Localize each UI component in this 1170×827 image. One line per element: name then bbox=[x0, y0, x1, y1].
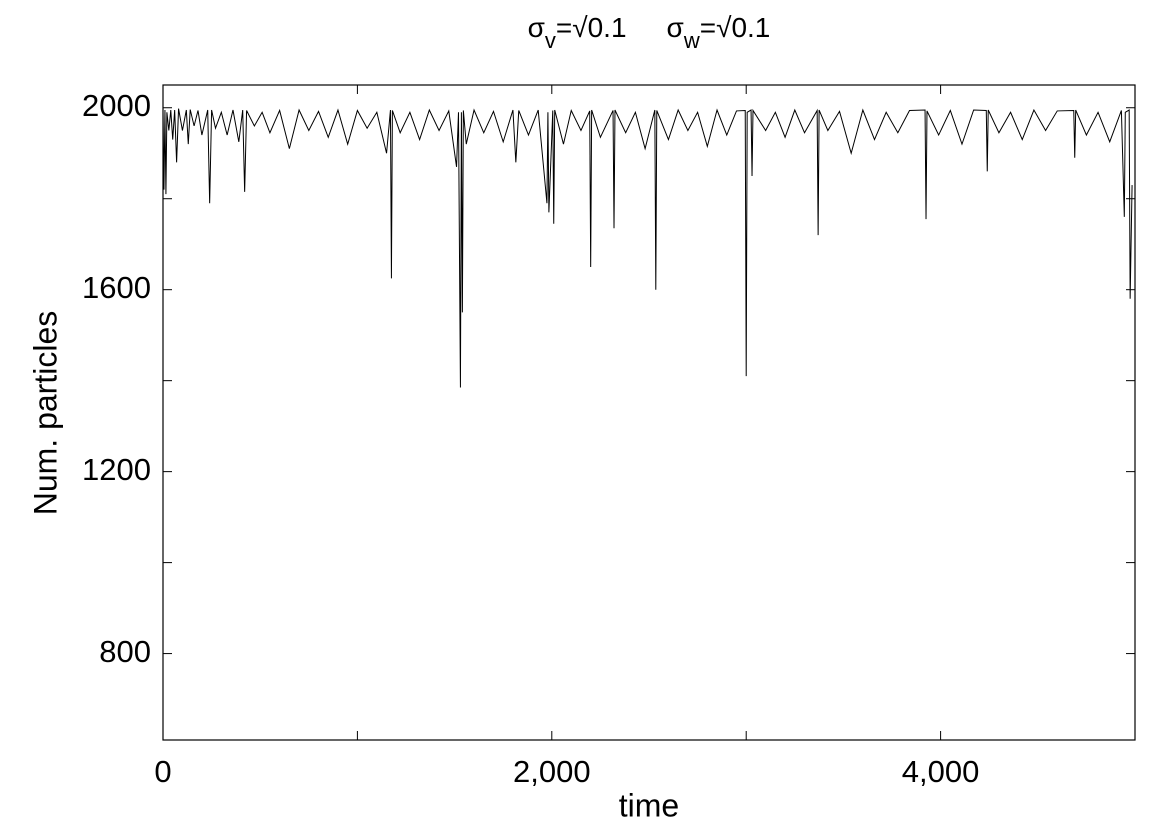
y-tick-label: 2000 bbox=[82, 88, 151, 123]
plot-frame bbox=[162, 84, 1136, 741]
x-tick-label: 2,000 bbox=[513, 754, 591, 789]
y-axis-label: Num. particles bbox=[27, 311, 63, 516]
title-symbol: σ bbox=[528, 12, 545, 43]
x-axis-label: time bbox=[619, 787, 679, 823]
title-text: =√0.1 bbox=[556, 12, 627, 43]
x-tick-label: 4,000 bbox=[902, 754, 980, 789]
title-text: =√0.1 bbox=[700, 12, 771, 43]
x-tick-label: 0 bbox=[154, 754, 171, 789]
y-tick-label: 800 bbox=[99, 634, 151, 669]
title-symbol: σ bbox=[667, 12, 684, 43]
y-tick-label: 1600 bbox=[82, 270, 151, 305]
chart-title: σv=√0.1 σw=√0.1 bbox=[528, 12, 771, 53]
title-subscript: w bbox=[683, 28, 700, 53]
title-subscript: v bbox=[545, 28, 556, 53]
data-line bbox=[162, 108, 1133, 388]
y-tick-label: 1200 bbox=[82, 452, 151, 487]
